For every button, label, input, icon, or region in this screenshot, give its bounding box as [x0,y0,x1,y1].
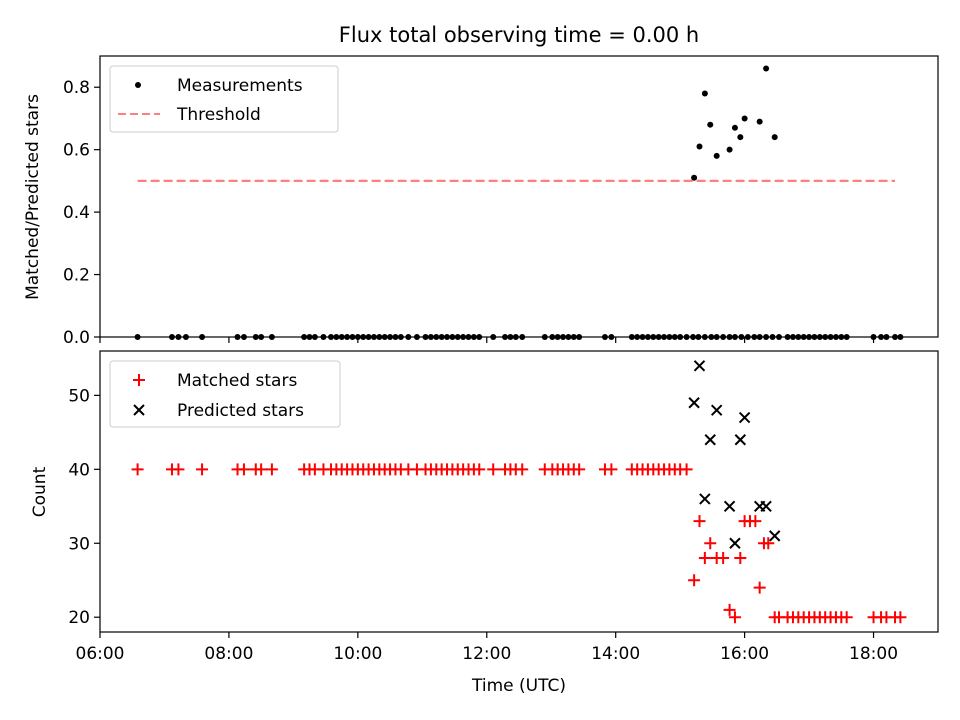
y-tick-label: 0.4 [63,203,90,223]
measurement-point [737,134,744,141]
matched-star-point [237,463,250,476]
matched-star-point [172,463,185,476]
top-axes-frame [99,55,939,338]
predicted-star-point [734,434,747,446]
x-tick-label: 10:00 [333,644,382,664]
matched-star-point [196,463,209,476]
measurement-point [701,90,708,97]
matched-star-point [573,463,586,476]
matched-star-point [516,463,529,476]
top-y-axis-label: Matched/Predicted stars [23,94,43,300]
measurement-point [713,152,720,159]
predicted-star-point [768,530,781,542]
matched-star-point [717,552,730,565]
bottom-y-ticks: 20 30 40 50 [68,386,100,628]
bottom-axes-frame [99,350,939,633]
top-y-ticks: 0.0 0.2 0.4 0.6 0.8 [63,78,100,348]
y-tick-label: 40 [68,460,90,480]
top-legend: Measurements Threshold [109,65,339,133]
top-legend-box [109,65,339,133]
matched-star-point [728,611,741,624]
measurement-point [726,146,733,153]
matched-star-point [734,552,747,565]
x-tick-label: 08:00 [204,644,253,664]
measurement-point [763,65,770,72]
y-tick-label: 20 [68,608,90,628]
y-tick-label: 0.6 [63,141,90,161]
matched-star-point [131,463,144,476]
x-tick-label: 06:00 [76,644,125,664]
matched-star-point [749,515,762,528]
top-x-ticks [99,337,875,343]
legend-matched-label: Matched stars [177,371,297,391]
top-panel: 0.00.20.40.60.8 Matched/Predicted stars … [23,55,939,348]
y-tick-label: 0.8 [63,78,90,98]
matched-star-point [840,611,853,624]
x-axis-label: Time (UTC) [471,676,566,696]
legend-measurements-marker [135,82,141,88]
matched-star-point [894,611,907,624]
bottom-legend-box [109,360,341,428]
matched-star-point [698,552,711,565]
measurement-point [771,134,778,141]
matched-star-point [704,537,717,550]
predicted-star-point [688,397,700,409]
legend-predicted-label: Predicted stars [177,401,304,421]
y-tick-label: 50 [68,386,90,406]
bottom-legend: Matched stars Predicted stars [109,360,341,428]
predicted-star-point [710,404,723,416]
matched-star-point [265,463,278,476]
y-tick-label: 0.2 [63,266,90,286]
y-tick-label: 30 [68,534,90,554]
legend-measurements-label: Measurements [177,76,303,96]
predicted-star-point [704,434,716,446]
matched-star-point [693,515,706,528]
matched-star-point [723,603,736,616]
predicted-star-point [729,537,741,549]
measurement-point [707,121,714,128]
matched-star-point [762,537,775,550]
matched-star-point [473,463,486,476]
matched-star-point [605,463,618,476]
bottom-plot-area [131,360,907,624]
bottom-x-ticks: 06:00 08:00 10:00 12:00 14:00 16:00 18:00 [76,632,898,664]
predicted-star-point [699,493,711,505]
x-tick-label: 12:00 [462,644,511,664]
measurement-point [696,143,703,150]
predicted-star-point [693,360,706,372]
y-tick-label: 0.0 [63,328,90,348]
measurement-point [731,124,738,131]
measurement-point [756,118,763,125]
matched-star-point [255,463,268,476]
chart-title: Flux total observing time = 0.00 h [339,23,699,47]
measurement-point [741,115,748,122]
bottom-y-axis-label: Count [30,466,50,517]
matched-star-point [487,463,500,476]
matched-star-point [688,574,701,587]
matched-star-point [753,581,766,594]
predicted-star-point [723,500,736,512]
x-tick-label: 18:00 [849,644,898,664]
predicted-star-point [738,411,751,424]
legend-predicted-marker [133,404,145,416]
matched-star-point [680,463,693,476]
predicted-star-point [760,500,772,512]
measurement-point [691,174,698,181]
x-tick-label: 16:00 [720,644,769,664]
bottom-panel: 20 30 40 50 06:00 08:00 10:00 12:00 14:00 16:00 1… [30,350,939,696]
legend-matched-marker [133,374,145,386]
legend-threshold-label: Threshold [176,105,261,125]
x-tick-label: 14:00 [591,644,640,664]
